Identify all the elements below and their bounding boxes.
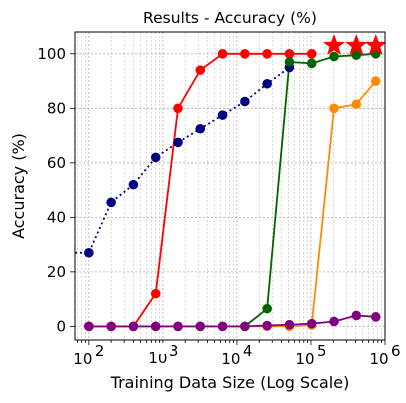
chart-title: Results - Accuracy (%) [143,9,317,27]
x-tick-label-exponent: 6 [391,342,401,360]
series-point-5 [106,321,116,332]
series-point-1 [106,197,116,208]
series-line-1 [75,66,290,254]
x-tick-label: 10 6 [369,342,400,368]
series-point-5 [240,321,250,332]
y-tick-label: 20 [47,263,66,281]
series-point-1 [150,152,161,163]
series-point-5 [306,318,317,329]
series-point-2 [173,103,183,114]
x-tick-label: 10 5 [295,342,326,368]
star-marker [322,33,346,56]
series-point-1 [195,123,206,134]
series-point-5 [370,312,381,322]
y-tick-label: 40 [47,208,66,226]
x-tick-label-exponent: 5 [317,342,327,360]
series-point-2 [262,49,272,59]
series-point-4 [370,76,381,86]
series-point-5 [262,320,272,331]
series-point-2 [240,49,250,59]
series-point-5 [217,321,228,332]
x-tick-label-base: 10 [73,350,92,368]
series-layer [75,33,385,332]
series-point-5 [128,321,139,332]
x-tick-label-exponent: 4 [243,342,253,360]
x-tick-label: 10 2 [73,342,104,368]
x-axis-title: Training Data Size (Log Scale) [110,373,350,392]
y-tick-label: 100 [37,45,66,63]
series-point-1 [173,137,183,148]
series-point-5 [351,310,362,321]
series-point-3 [262,303,272,314]
series-point-1 [128,179,139,190]
series-point-5 [84,321,94,332]
series-point-1 [84,247,94,258]
star-marker [364,33,385,56]
x-tick-label-base: 10 [221,350,240,368]
series-point-1 [262,78,272,89]
series-point-1 [240,96,250,107]
x-tick-label-base: 10 [295,350,314,368]
x-tick-label-base: 10 [369,350,388,368]
y-tick-label: 0 [56,317,66,335]
x-tick-label-mask [153,343,172,354]
x-tick-label: 10 3 [148,342,178,367]
y-axis-title: Accuracy (%) [9,133,28,239]
series-point-2 [284,49,295,59]
series-point-5 [173,321,183,332]
grid-lines [75,32,386,340]
series-point-3 [351,50,362,60]
series-point-5 [150,321,161,332]
star-marker [345,33,368,56]
x-tick-label: 10 4 [221,342,252,368]
series-point-2 [306,49,317,59]
series-point-3 [284,57,295,67]
x-tick-label-exponent: 2 [95,342,105,360]
series-point-1 [217,110,228,120]
series-point-4 [329,103,339,114]
series-point-2 [150,288,161,299]
series-point-2 [195,65,206,75]
series-point-4 [351,99,362,110]
series-point-3 [306,58,317,69]
y-tick-label: 80 [47,99,66,117]
series-point-5 [329,316,339,327]
series-point-5 [195,321,206,332]
series-point-3 [329,51,339,62]
series-point-5 [284,319,295,330]
x-tick-label-exponent: 3 [169,342,179,360]
y-tick-label: 60 [47,154,66,172]
series-point-2 [217,49,228,59]
